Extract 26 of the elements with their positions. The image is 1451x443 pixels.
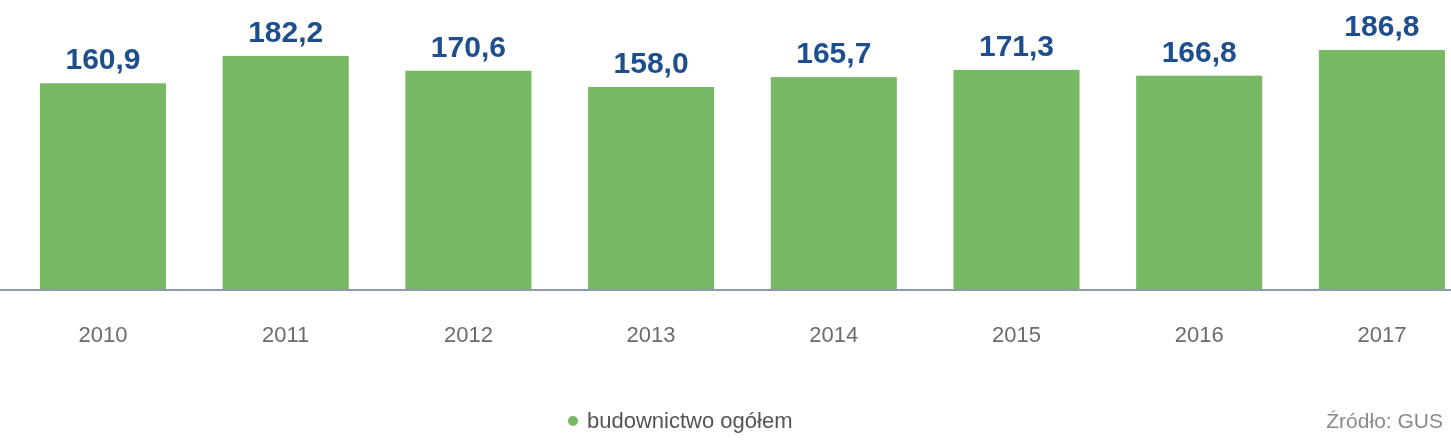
bar	[953, 69, 1080, 290]
bar	[588, 87, 715, 290]
x-tick-label: 2015	[992, 322, 1041, 347]
data-label: 166,8	[1161, 34, 1237, 68]
x-tick-label: 2016	[1174, 322, 1224, 347]
x-tick-label: 2017	[1357, 322, 1407, 347]
bar	[1318, 50, 1445, 290]
legend-label: budownictwo ogółem	[587, 408, 793, 433]
data-label: 171,3	[978, 28, 1055, 62]
data-label: 160,9	[65, 42, 141, 76]
bar	[39, 83, 167, 290]
x-tick-label: 2010	[78, 322, 128, 347]
x-tick-label: 2011	[262, 322, 310, 347]
data-label: 165,7	[796, 36, 872, 70]
data-label: 158,0	[613, 46, 689, 79]
text: Źródło: GUS	[1326, 409, 1443, 432]
data-label: 186,8	[1344, 9, 1420, 42]
x-tick-label: 2012	[443, 322, 493, 347]
x-tick-label: 2013	[626, 322, 676, 347]
x-tick-label: 2014	[809, 322, 859, 347]
bar	[770, 77, 897, 290]
bar	[222, 55, 349, 290]
bar	[405, 70, 532, 290]
data-label: 182,2	[248, 14, 324, 48]
data-label: 170,6	[430, 29, 506, 63]
bar	[1136, 75, 1263, 290]
